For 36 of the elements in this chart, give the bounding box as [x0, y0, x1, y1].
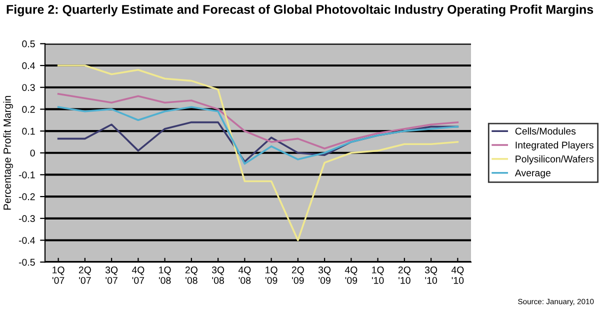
legend-label: Polysilicon/Wafers	[516, 155, 594, 164]
y-tick-label: -0.1	[18, 171, 35, 178]
x-tick-label: 4Q '07	[132, 266, 144, 284]
y-tick-label: 0	[30, 150, 35, 156]
x-tick-label: 3Q '08	[212, 266, 224, 284]
x-tick-label: 3Q '07	[105, 266, 118, 284]
x-tick-label: 3Q '09	[318, 266, 331, 284]
y-tick-label: -0.4	[18, 236, 35, 244]
legend-label: Integrated Players	[516, 141, 594, 150]
legend-label: Cells/Modules	[515, 127, 576, 135]
x-tick-label: 1Q '09	[265, 266, 278, 284]
x-tick-label: 4Q '10	[451, 266, 464, 284]
line-series	[57, 93, 459, 150]
x-tick-label: 3Q '10	[424, 266, 438, 284]
y-tick-label: -0.5	[18, 258, 35, 266]
x-tick-label: 2Q '10	[398, 266, 410, 284]
y-tick-label: -0.3	[18, 215, 35, 222]
x-tick-label: 4Q '08	[238, 266, 251, 284]
x-tick-label: 2Q '07	[78, 266, 91, 284]
y-tick-label: 0.5	[22, 40, 35, 48]
x-tick-label: 1Q '10	[372, 266, 384, 284]
y-tick-label: -0.2	[18, 193, 35, 200]
line-series	[57, 106, 459, 165]
x-tick-label: 2Q '09	[292, 266, 304, 284]
x-tick-label: 1Q '07	[52, 266, 64, 284]
y-tick-label: 0.2	[22, 106, 35, 113]
y-tick-label: 0.3	[22, 84, 35, 91]
line-series	[57, 64, 459, 242]
y-tick-label: 0.4	[22, 62, 35, 70]
chart-title: Figure 2: Quarterly Estimate and Forecast of Global Photovoltaic Industry Operating Profit Margins	[6, 4, 594, 16]
y-axis-title: Percentage Profit Margin	[3, 96, 13, 210]
legend-label: Average	[514, 170, 550, 178]
x-tick-label: 4Q '09	[344, 266, 358, 284]
x-tick-label: 2Q '08	[185, 266, 198, 284]
x-tick-label: 1Q '08	[158, 266, 171, 284]
y-tick-label: 0.1	[22, 128, 35, 135]
